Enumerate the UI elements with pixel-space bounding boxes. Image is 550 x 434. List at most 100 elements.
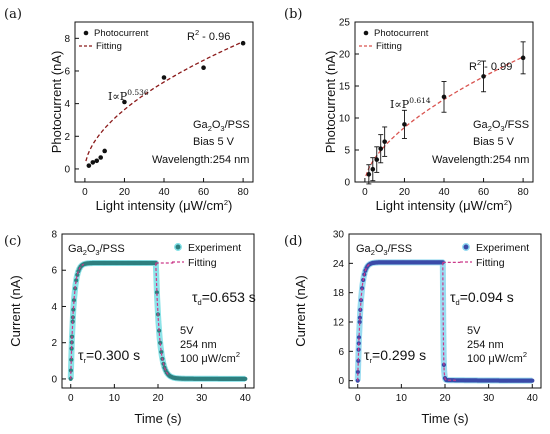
y-tick-label-a: 2 [64,132,70,143]
y-tick-label-d: 24 [333,259,345,270]
y-axis-label-a: Photocurrent (nA) [49,51,64,154]
sample-title-d: Ga2O3/FSS [356,243,412,257]
x-tick-label-d: 0 [355,393,361,404]
data-point-a [102,148,107,154]
tau-r-c: τr=0.300 s [78,347,140,365]
condition-intensity-c: 100 μW/cm2 [180,350,240,365]
experiment-point-d [356,358,361,363]
bias-label-a: Bias 5 V [193,136,235,148]
y-tick-label-a: 4 [64,99,70,110]
x-tick-label-c: 30 [196,393,208,404]
condition-wavelength-c: 254 nm [180,339,217,351]
legend-marker-experiment-c [174,243,182,251]
power-law-a: I∝P0.536 [108,88,149,103]
y-tick-label-c: 0 [51,374,57,385]
y-tick-label-d: 6 [338,347,344,358]
experiment-point-c [159,349,164,355]
y-tick-label-d: 12 [333,318,345,329]
y-tick-label-c: 2 [51,338,57,349]
experiment-point-c [68,368,73,373]
y-tick-label-b: 5 [344,146,350,157]
legend-label-photocurrent-b: Photocurrent [374,28,429,39]
data-point-b [441,94,447,100]
fit-rise-c [70,263,85,379]
x-axis-label-b: Light intensity (μW/cm2) [376,198,513,213]
data-point-a [86,163,92,168]
power-law-b: I∝P0.614 [390,96,431,111]
x-tick-label-c: 40 [240,393,252,404]
fit-curve-b [365,56,524,177]
sample-title-c: Ga2O3/PSS [68,243,125,257]
experiment-point-d [357,319,362,325]
condition-intensity-d: 100 μW/cm2 [467,350,527,365]
data-point-a [201,65,206,71]
y-tick-label-a: 6 [64,66,70,77]
y-axis-label-d: Current (nA) [293,275,308,347]
tau-r-d: τr=0.299 s [364,347,426,365]
y-tick-label-b: 15 [339,82,351,93]
y-tick-label-d: 18 [333,288,345,299]
legend-marker-photocurrent-a [83,30,89,36]
tau-d-c: τd=0.653 s [192,289,256,307]
legend-label-experiment-d: Experiment [476,242,529,254]
fit-decay-c [155,262,170,376]
x-tick-label-a: 60 [198,187,210,198]
x-axis-label-c: Time (s) [134,411,181,426]
wavelength-label-a: Wavelength:254 nm [152,154,249,166]
y-tick-label-a: 8 [64,34,70,45]
x-tick-label-d: 40 [527,393,539,404]
x-tick-label-a: 0 [82,187,88,198]
x-tick-label-a: 80 [238,187,250,198]
legend-label-photocurrent-a: Photocurrent [94,28,149,39]
x-axis-label-a: Light intensity (μW/cm2) [96,198,233,213]
legend-marker-photocurrent-b [363,30,369,36]
tau-d-d: τd=0.094 s [450,289,514,307]
y-axis-label-b: Photocurrent (nA) [323,51,338,154]
y-tick-label-b: 25 [339,18,351,29]
x-tick-label-c: 10 [109,393,121,404]
x-tick-label-d: 30 [483,393,495,404]
experiment-point-c [71,298,77,303]
experiment-point-c [154,290,159,295]
condition-wavelength-d: 254 nm [467,339,504,351]
data-point-b [481,74,486,79]
panel-label-b: (b) [284,7,302,22]
panel-b: (b) 0 20 40 60 80 0 5 10 15 20 25 Photocurrent (nA… [284,7,534,213]
data-point-b [378,146,384,152]
data-point-b [520,55,526,61]
data-point-b [374,157,380,162]
experiment-point-d [357,315,362,320]
data-point-a [98,155,104,160]
data-point-b [366,172,372,177]
y-tick-label-c: 6 [51,266,57,277]
legend-label-fitting-d: Fitting [476,257,505,269]
x-tick-label-b: 20 [399,187,411,198]
y-tick-label-d: 30 [333,230,345,241]
x-tick-label-b: 60 [478,187,490,198]
data-point-a [161,75,167,80]
condition-bias-c: 5V [180,325,194,337]
bias-label-b: Bias 5 V [473,136,515,148]
r-squared-b: R2 - 0.99 [469,58,512,73]
y-tick-label-b: 20 [339,50,351,61]
data-point-b [402,122,407,127]
x-tick-label-c: 0 [68,393,74,404]
panel-a: (a) 0 20 40 60 80 0 2 4 6 8 Photocurrent (nA) Lig… [4,7,254,213]
x-tick-label-d: 20 [439,393,451,404]
data-point-b [382,139,387,144]
panel-label-d: (d) [284,234,302,249]
x-axis-label-d: Time (s) [421,411,468,426]
x-tick-label-d: 10 [396,393,408,404]
condition-bias-d: 5V [467,325,481,337]
x-tick-label-c: 20 [152,393,164,404]
experiment-point-c [74,278,79,283]
sample-label-b: Ga2O3/FSS [473,119,529,133]
data-point-a [94,158,100,164]
y-axis-label-c: Current (nA) [8,275,23,347]
experiment-point-c [243,376,248,381]
r-squared-a: R2 - 0.96 [187,28,230,43]
panel-c: (c) 0 10 20 30 40 0 2 4 6 8 Current (nA) Time (s)… [4,230,256,427]
x-tick-label-a: 20 [119,187,131,198]
experiment-point-d [355,369,360,375]
x-tick-label-b: 40 [438,187,450,198]
